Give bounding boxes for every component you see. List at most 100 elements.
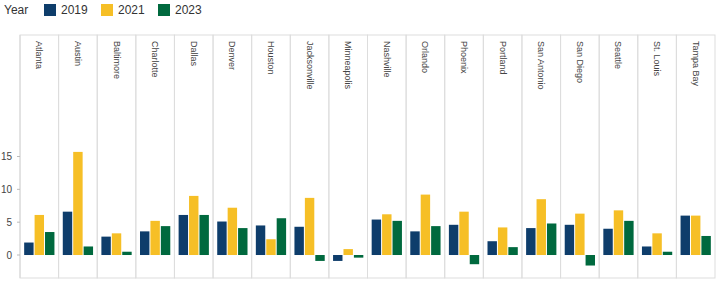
bar <box>101 237 110 255</box>
bar <box>701 236 710 255</box>
legend: Year201920212023 <box>4 3 202 17</box>
bar <box>305 198 314 255</box>
facet-label: Austin <box>73 41 83 66</box>
bar <box>372 220 381 255</box>
bar <box>112 233 121 255</box>
bar <box>652 233 661 255</box>
bar <box>315 255 324 261</box>
y-tick <box>17 222 20 223</box>
y-ticks: 0 5 10 15 <box>1 151 20 261</box>
bar <box>199 215 208 255</box>
facet-frame <box>136 35 175 278</box>
bar <box>189 196 198 255</box>
facet-frame <box>561 35 600 278</box>
legend-swatch <box>44 4 56 16</box>
y-tick-label: 5 <box>6 217 12 228</box>
bar <box>614 210 623 255</box>
facet-panels: AtlantaAustinBaltimoreCharlotteDallasDen… <box>20 35 715 278</box>
facet-label: Jacksonville <box>305 41 315 90</box>
facet-label: San Antonio <box>536 41 546 90</box>
facet-frame <box>329 35 368 278</box>
facet-label: Nashville <box>382 41 392 78</box>
legend-swatch <box>101 4 113 16</box>
legend-title: Year <box>4 3 28 17</box>
bar <box>498 227 507 255</box>
facet-frame <box>483 35 522 278</box>
bar <box>354 255 363 258</box>
y-tick <box>17 189 20 190</box>
bar <box>277 218 286 255</box>
facet-label: Phoenix <box>459 41 469 74</box>
bar <box>691 216 700 255</box>
bar <box>333 255 342 261</box>
facet-frame <box>59 35 98 278</box>
bar <box>84 246 93 255</box>
bar <box>393 221 402 255</box>
y-tick-label: 10 <box>1 184 13 195</box>
bar <box>663 252 672 255</box>
legend-label: 2023 <box>175 3 202 17</box>
bar <box>410 231 419 255</box>
bars <box>24 152 711 266</box>
bar <box>508 247 517 255</box>
bar <box>140 231 149 255</box>
bar <box>179 215 188 255</box>
bar <box>238 228 247 255</box>
facet-frame <box>290 35 329 278</box>
facet-frame <box>445 35 484 278</box>
y-tick <box>17 156 20 157</box>
bar <box>431 226 440 255</box>
bar <box>35 215 44 255</box>
facet-frame <box>20 35 59 278</box>
bar <box>266 239 275 255</box>
bar <box>586 255 595 266</box>
bar <box>565 225 574 255</box>
bar <box>256 225 265 255</box>
facet-frame <box>522 35 561 278</box>
bar <box>449 225 458 255</box>
facet-label: Dallas <box>189 41 199 67</box>
bar <box>382 214 391 255</box>
bar <box>63 212 72 255</box>
bar <box>526 228 535 255</box>
bar <box>161 226 170 255</box>
facet-frame <box>368 35 407 278</box>
facet-label: San Diego <box>575 41 585 83</box>
bar <box>537 199 546 255</box>
bar <box>24 243 33 255</box>
bar <box>575 214 584 255</box>
facet-label: Minneapolis <box>343 41 353 90</box>
facet-frame <box>252 35 291 278</box>
bar <box>343 249 352 255</box>
facet-label: Atlanta <box>34 41 44 69</box>
bar <box>642 246 651 255</box>
y-tick-label: 0 <box>6 250 12 261</box>
legend-label: 2019 <box>61 3 88 17</box>
facet-frame <box>174 35 213 278</box>
chart: Year201920212023AtlantaAustinBaltimoreCh… <box>0 0 720 291</box>
facet-label: Orlando <box>420 41 430 73</box>
bar <box>488 241 497 255</box>
bar <box>217 222 226 255</box>
facet-label: Portland <box>498 41 508 75</box>
bar <box>681 216 690 255</box>
facet-frame <box>599 35 638 278</box>
facet-label: Houston <box>266 41 276 75</box>
bar <box>150 221 159 255</box>
bar <box>470 255 479 264</box>
facet-label: Denver <box>227 41 237 70</box>
bar <box>73 152 82 255</box>
bar <box>294 227 303 255</box>
facet-frame <box>213 35 252 278</box>
legend-swatch <box>158 4 170 16</box>
bar <box>624 221 633 255</box>
bar <box>547 223 556 255</box>
facet-frame <box>406 35 445 278</box>
facet-frame <box>676 35 715 278</box>
facet-label: St. Louis <box>652 41 662 77</box>
bar <box>45 232 54 255</box>
facet-label: Baltimore <box>112 41 122 79</box>
bar <box>228 208 237 255</box>
y-tick-label: 15 <box>1 151 13 162</box>
facet-label: Tampa Bay <box>691 41 701 87</box>
